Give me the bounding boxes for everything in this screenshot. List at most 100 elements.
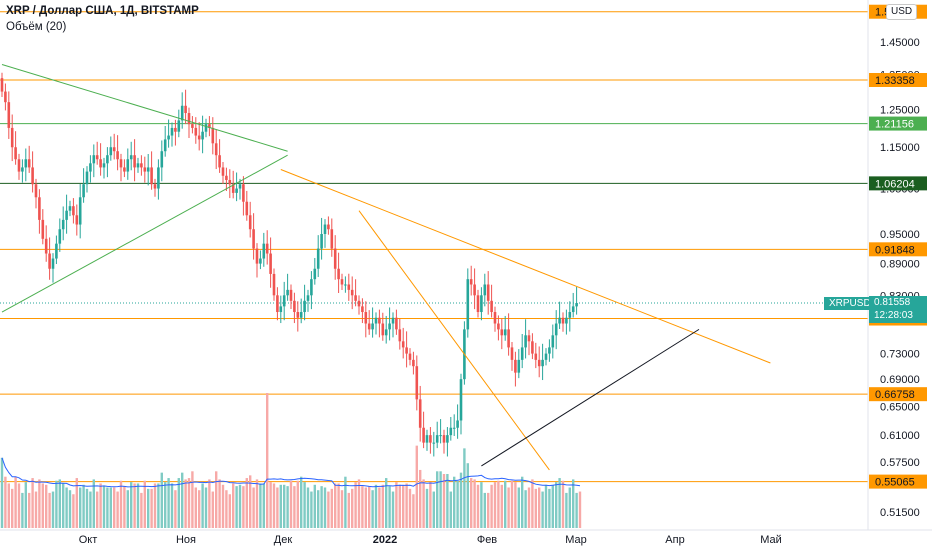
volume-bar — [572, 479, 575, 528]
candlesticks — [0, 72, 578, 457]
level-label: 1.33358 — [875, 75, 915, 87]
volume-bar — [249, 475, 252, 528]
volume-bar — [493, 482, 497, 528]
candle-body — [187, 113, 191, 125]
candle-body — [490, 300, 493, 313]
candle-body — [442, 435, 446, 443]
candle-body — [350, 289, 354, 296]
volume-bar — [398, 484, 401, 528]
candle-body — [299, 312, 303, 318]
candle-body — [245, 201, 249, 216]
candle-body — [374, 317, 378, 324]
candle-body — [112, 147, 116, 152]
candle-body — [483, 284, 487, 296]
volume-bar — [119, 480, 123, 528]
candle-body — [184, 105, 187, 114]
level-label: 0.91848 — [875, 244, 915, 256]
candle-body — [412, 359, 415, 367]
volume-bar — [72, 494, 75, 528]
candle-body — [276, 295, 279, 313]
volume-bar — [374, 484, 378, 528]
candle-body — [194, 127, 198, 136]
symbol-title[interactable]: XRP / Доллар США, 1Д, BITSTAMP — [6, 5, 199, 17]
candle-body — [561, 317, 565, 324]
volume-bar — [255, 479, 259, 528]
candle-body — [354, 295, 357, 301]
candle-body — [316, 248, 320, 269]
time-axis[interactable]: Окт Ноя Дек 2022 Фев Мар Апр Май — [0, 529, 932, 546]
volume-bar — [82, 484, 85, 528]
volume-bar — [187, 478, 191, 528]
candle-body — [44, 238, 48, 254]
candle-body — [208, 124, 211, 128]
volume-bar — [306, 487, 310, 528]
volume-bar — [459, 472, 463, 528]
candle-body — [286, 289, 289, 296]
time-tick-label: Мар — [565, 534, 587, 546]
volume-bar — [453, 476, 456, 528]
candle-body — [41, 219, 45, 239]
candle-body — [191, 124, 194, 128]
candle-body — [14, 147, 17, 160]
candle-body — [75, 215, 79, 225]
candle-body — [78, 197, 82, 225]
ticker-label: XRPUSD — [824, 297, 876, 310]
candle-body — [327, 224, 330, 230]
candle-body — [157, 167, 160, 189]
candle-body — [544, 353, 548, 360]
candle-body — [177, 120, 181, 132]
volume-bar — [534, 488, 537, 528]
candle-body — [133, 155, 136, 168]
candle-body — [95, 155, 99, 160]
price-tick-label: 0.65000 — [880, 401, 920, 413]
volume-indicator-label[interactable]: Объём (20) — [6, 21, 67, 33]
volume-bar — [361, 486, 364, 528]
volume-bar — [143, 480, 146, 528]
candle-body — [204, 124, 208, 132]
volume-bar — [106, 487, 109, 528]
candle-body — [310, 279, 313, 296]
volume-bar — [517, 487, 520, 528]
volume-bar — [320, 486, 323, 528]
volume-bar — [466, 463, 469, 528]
volume-bar — [7, 483, 10, 528]
volume-bar — [442, 474, 446, 528]
candle-body — [435, 435, 439, 443]
volume-bar — [242, 486, 245, 528]
candle-body — [476, 295, 480, 313]
candle-body — [126, 159, 130, 172]
trendline — [280, 169, 771, 364]
volume-bar — [541, 491, 544, 528]
volume-bar — [89, 491, 92, 528]
volume-bar — [79, 487, 82, 528]
volume-bar — [351, 488, 354, 528]
price-tick-label: 0.51500 — [880, 507, 920, 519]
volume-bar — [289, 480, 293, 528]
candle-body — [140, 163, 143, 168]
volume-bar — [184, 479, 187, 528]
candle-body — [347, 284, 351, 290]
volume-bar — [334, 483, 337, 528]
candle-body — [405, 347, 408, 354]
candle-body — [92, 155, 96, 164]
candle-body — [72, 206, 75, 216]
volume-bar — [446, 474, 449, 528]
candle-body — [340, 279, 344, 285]
currency-button[interactable]: USD — [886, 4, 918, 20]
volume-bar — [116, 491, 119, 528]
volume-bar — [45, 484, 48, 528]
candle-body — [106, 155, 109, 164]
volume-bar — [408, 488, 412, 528]
candle-body — [58, 229, 62, 244]
volume-bar — [99, 483, 102, 528]
trendline — [358, 210, 550, 471]
volume-bar — [221, 484, 225, 528]
volume-bar — [232, 483, 235, 528]
candle-body — [221, 167, 225, 176]
level-label: 1.21156 — [875, 119, 914, 131]
trendlines — [1, 63, 771, 471]
price-tick-label: 1.15000 — [880, 142, 920, 154]
candle-body — [231, 184, 235, 193]
volume-bar — [38, 479, 41, 528]
